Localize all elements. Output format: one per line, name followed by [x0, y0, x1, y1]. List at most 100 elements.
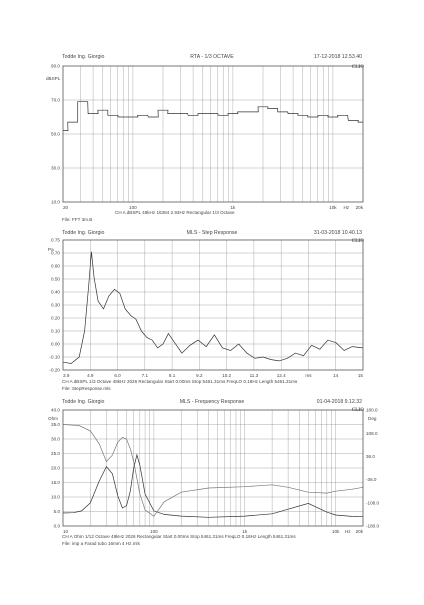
freq-header-title: MLS - Frequency Response	[180, 399, 245, 405]
x-tick-label: 4.9	[87, 373, 94, 378]
data-curve	[63, 101, 363, 131]
y-tick-label: 5.0	[54, 509, 61, 514]
y-tick-label: 30.0	[51, 166, 60, 171]
x-tick-label: 3.9	[63, 373, 70, 378]
y-tick-label: 0.10	[51, 329, 60, 334]
x-tick-label: 12.4	[277, 373, 286, 378]
rta-y-ticks: 90.0 70.0 50.0 30.0 10.0	[51, 64, 60, 205]
y-tick-label: 35.0	[51, 422, 60, 427]
frequency-response-chart: Todde Ing. Giorgio MLS - Frequency Respo…	[48, 399, 379, 546]
x-tick-label: 20k	[356, 205, 364, 210]
x-tick-label: 8.1	[169, 373, 176, 378]
y-tick-label: 0.00	[51, 342, 60, 347]
x-tick-label: 10k	[329, 205, 337, 210]
rta-x-ticks: 20 100 1k 10k Hz 20k	[63, 205, 364, 210]
step-header-left: Todde Ing. Giorgio	[62, 230, 105, 236]
x-tick-label: 1k	[230, 205, 236, 210]
step-header-timestamp: 31-03-2018 10.40.13	[314, 230, 362, 236]
freq-curves	[62, 424, 364, 518]
y-tick-label: 10.0	[51, 495, 60, 500]
freq-y-ticks: 40.0 35.0 30.0 25.0 20.0 15.0 10.0 5.0 0.0	[51, 408, 60, 529]
step-plot-frame	[62, 239, 364, 371]
y-tick-label: 0.20	[51, 316, 60, 321]
freq-header-left: Todde Ing. Giorgio	[62, 399, 105, 405]
step-x-ticks: 3.9 4.9 6.0 7.1 8.1 9.2 10.2 11.3 12.4 ms 14 15	[63, 373, 363, 378]
y-tick-label: 25.0	[51, 451, 60, 456]
x-tick-label: 10	[63, 529, 69, 534]
x-tick-label: 100	[129, 205, 137, 210]
x-tick-label: 6.0	[114, 373, 121, 378]
rta-header-left: Todde Ing. Giorgio	[62, 54, 105, 60]
x-tick-label: 100	[150, 529, 158, 534]
x-tick-label: 1k	[242, 529, 248, 534]
step-response-chart: Todde Ing. Giorgio MLS - Step Response 3…	[48, 230, 364, 391]
y-tick-label: -0.20	[50, 368, 61, 373]
y2-tick-label: -36.0	[366, 477, 377, 482]
step-header-title: MLS - Step Response	[187, 230, 238, 236]
rta-header-timestamp: 17-12-2018 12.53.40	[314, 54, 362, 60]
rta-plot-frame	[62, 65, 364, 203]
step-curves	[62, 251, 364, 364]
data-curve	[62, 453, 364, 518]
phase-curve	[62, 424, 364, 517]
x-tick-label: 11.3	[250, 373, 259, 378]
y-tick-label: 40.0	[51, 408, 60, 413]
freq-header-timestamp: 01-04-2018 9.12.32	[317, 399, 362, 405]
x-tick-label: 14	[333, 373, 339, 378]
step-footer: CH A dBSPL 1/3 Octave 48kHz 2026 Rectang…	[62, 379, 298, 384]
freq-clio-logo: CLIO	[352, 408, 365, 413]
x-tick-label: 20k	[356, 529, 364, 534]
rta-grid	[63, 66, 363, 202]
step-y-ticks: 0.75 0.70 0.60 0.50 0.40 0.30 0.20 0.10 0.00 -0.1…	[50, 238, 61, 373]
y-tick-label: 20.0	[51, 466, 60, 471]
x-tick-label: 7.1	[142, 373, 149, 378]
x-tick-label: 20	[63, 205, 69, 210]
y2-tick-label: 108.0	[366, 431, 378, 436]
y-tick-label: 0.70	[51, 251, 60, 256]
y2-tick-label: 36.0	[366, 454, 375, 459]
y-tick-label: 90.0	[51, 64, 60, 69]
y2-tick-label: -108.0	[366, 500, 379, 505]
x-tick-label: 10.2	[222, 373, 231, 378]
y-tick-label: 0.0	[54, 524, 61, 529]
freq-y-unit-label: Ohm	[48, 416, 58, 421]
step-file-label: File: StepResponse.mls	[62, 386, 111, 391]
y-tick-label: 0.60	[51, 264, 60, 269]
freq-y2-unit-label: Deg	[368, 416, 377, 421]
freq-plot-frame	[62, 409, 364, 527]
rta-chart: Todde Ing. Giorgio RTA - 1/3 OCTAVE 17-1…	[46, 54, 364, 222]
x-tick-label: 15	[358, 373, 364, 378]
freq-file-label: File: imp a Farad tubo 16mm 4 Hz.mls	[62, 541, 141, 546]
x-tick-label: 9.2	[196, 373, 203, 378]
rta-curves	[63, 101, 363, 131]
freq-y2-ticks: 180.0 108.0 36.0 -36.0 -108.0 -180.0	[366, 408, 379, 529]
y-tick-label: 15.0	[51, 480, 60, 485]
y-tick-label: 10.0	[51, 200, 60, 205]
y-tick-label: 0.30	[51, 303, 60, 308]
x-tick-label: ms	[305, 373, 312, 378]
step-grid	[63, 240, 363, 370]
y-tick-label: 0.40	[51, 290, 60, 295]
y-tick-label: 0.50	[51, 277, 60, 282]
rta-header-title: RTA - 1/3 OCTAVE	[190, 54, 234, 60]
rta-clio-logo: CLIO	[352, 65, 365, 70]
y2-tick-label: -180.0	[366, 524, 379, 529]
rta-y-unit-label: dBSPL	[46, 76, 61, 81]
freq-grid	[63, 410, 363, 526]
step-y-unit-label: Pa	[48, 247, 54, 252]
y-tick-label: 30.0	[51, 437, 60, 442]
rta-file-label: File: FFT 3m.B	[62, 217, 92, 222]
x-tick-label: 10k	[332, 529, 340, 534]
y-tick-label: 50.0	[51, 132, 60, 137]
rta-footer: CH A dBSPL 48kHz 16384 2.93Hz Rectangula…	[115, 210, 235, 215]
freq-footer: CH A Ohm 1/12 Octave 48kHz 2026 Rectangu…	[62, 534, 296, 539]
y-tick-label: 0.75	[51, 238, 60, 243]
x-tick-label: Hz	[343, 205, 349, 210]
step-clio-logo: CLIO	[352, 239, 365, 244]
data-curve	[62, 251, 364, 364]
x-tick-label: Hz	[345, 529, 351, 534]
freq-x-ticks: 10 100 1k 10k Hz 20k	[63, 529, 364, 534]
y2-tick-label: 180.0	[366, 408, 378, 413]
y-tick-label: 70.0	[51, 98, 60, 103]
